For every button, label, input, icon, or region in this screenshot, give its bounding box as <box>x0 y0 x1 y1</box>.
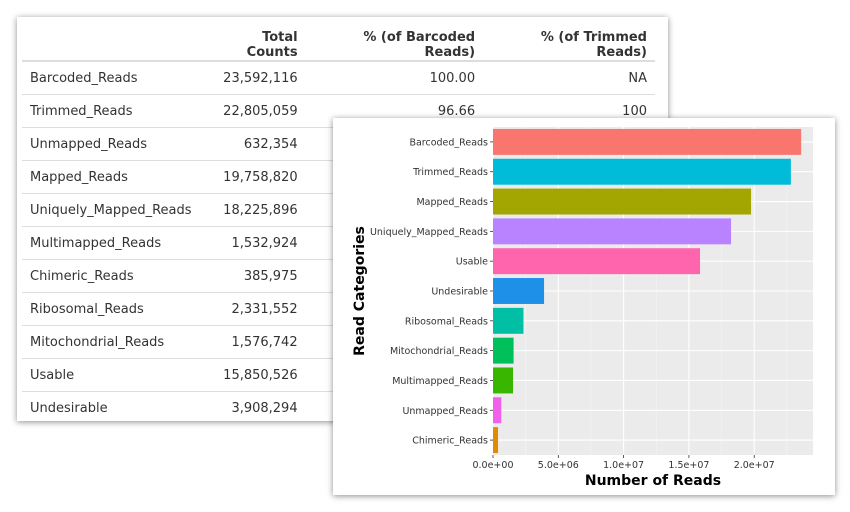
category-label: Usable <box>456 257 488 268</box>
category-label: Trimmed_Reads <box>412 167 488 178</box>
bar-mapped-reads <box>493 188 752 215</box>
category-label: Undesirable <box>431 287 488 298</box>
table-row: Undesirable 3,908,294 <box>22 392 655 425</box>
x-tick-label: 2.0e+07 <box>734 460 775 471</box>
table-cell: 3,908,294 <box>231 400 298 416</box>
category-label: Mapped_Reads <box>416 197 488 208</box>
table-cell: NA <box>483 61 655 95</box>
bar-undesirable <box>493 278 545 304</box>
bar-chimeric-reads <box>493 427 499 454</box>
column-header-2: % (of Barcoded Reads) <box>305 29 484 62</box>
table-cell: Undesirable <box>30 400 108 416</box>
category-label: Mitochondrial_Reads <box>390 346 488 357</box>
bar-unmapped-reads <box>493 397 502 424</box>
table-cell: Multimapped_Reads <box>22 226 200 260</box>
table-cell: 385,975 <box>199 259 306 293</box>
table-cell: Chimeric_Reads <box>22 259 200 293</box>
category-label: Ribosomal_Reads <box>405 316 488 327</box>
column-header-3: % (of Trimmed Reads) <box>483 29 655 62</box>
column-header-0 <box>22 29 200 62</box>
table-cell: Ribosomal_Reads <box>22 292 200 326</box>
table-cell: Trimmed_Reads <box>22 94 200 128</box>
y-axis-title: Read Categories <box>352 226 368 356</box>
table-cell: 2,331,552 <box>199 292 306 326</box>
table-cell: 22,805,059 <box>199 94 306 128</box>
table-cell: 1,532,924 <box>199 226 306 260</box>
bar-uniquely-mapped-reads <box>493 218 732 245</box>
bar-usable <box>493 248 701 275</box>
table-cell: Barcoded_Reads <box>22 61 200 95</box>
bar-trimmed-reads <box>493 158 791 185</box>
category-label: Unmapped_Reads <box>402 406 488 417</box>
bar-multimapped-reads <box>493 367 514 394</box>
table-cell: 15,850,526 <box>199 358 306 392</box>
x-axis-title: Number of Reads <box>585 473 721 489</box>
table-cell: Usable <box>22 358 200 392</box>
table-cell: 18,225,896 <box>199 193 306 227</box>
category-label: Multimapped_Reads <box>392 376 488 387</box>
table-cell: 1,576,742 <box>199 325 306 359</box>
column-header-1: Total Counts <box>199 29 306 62</box>
bar-mitochondrial-reads <box>493 337 514 364</box>
chart-card: Barcoded_Reads Trimmed_Reads Mapped_Reads U… <box>333 118 835 495</box>
x-tick-label: 0.0e+00 <box>472 460 513 471</box>
category-label: Chimeric_Reads <box>412 436 488 447</box>
table-cell: Uniquely_Mapped_Reads <box>22 193 200 227</box>
x-tick-label: 5.0e+06 <box>538 460 579 471</box>
table-cell: 632,354 <box>199 127 306 161</box>
table-cell: Mitochondrial_Reads <box>22 325 200 359</box>
read-categories-bar-chart: Barcoded_Reads Trimmed_Reads Mapped_Reads U… <box>352 127 813 489</box>
table-cell: 100.00 <box>305 61 484 95</box>
table-cell: Unmapped_Reads <box>22 127 200 161</box>
category-label: Uniquely_Mapped_Reads <box>370 227 488 238</box>
table-cell: 19,758,820 <box>199 160 306 194</box>
bar-barcoded-reads <box>493 128 802 155</box>
category-label: Barcoded_Reads <box>409 137 488 148</box>
table-cell: Mapped_Reads <box>22 160 200 194</box>
bar-ribosomal-reads <box>493 307 524 334</box>
table-header-row: Total Counts% (of Barcoded Reads)% (of T… <box>22 29 655 62</box>
x-tick-label: 1.5e+07 <box>668 460 709 471</box>
table-row: Barcoded_Reads 23,592,116 100.00 NA <box>22 61 655 95</box>
table-cell: 23,592,116 <box>199 61 306 95</box>
x-tick-label: 1.0e+07 <box>603 460 644 471</box>
